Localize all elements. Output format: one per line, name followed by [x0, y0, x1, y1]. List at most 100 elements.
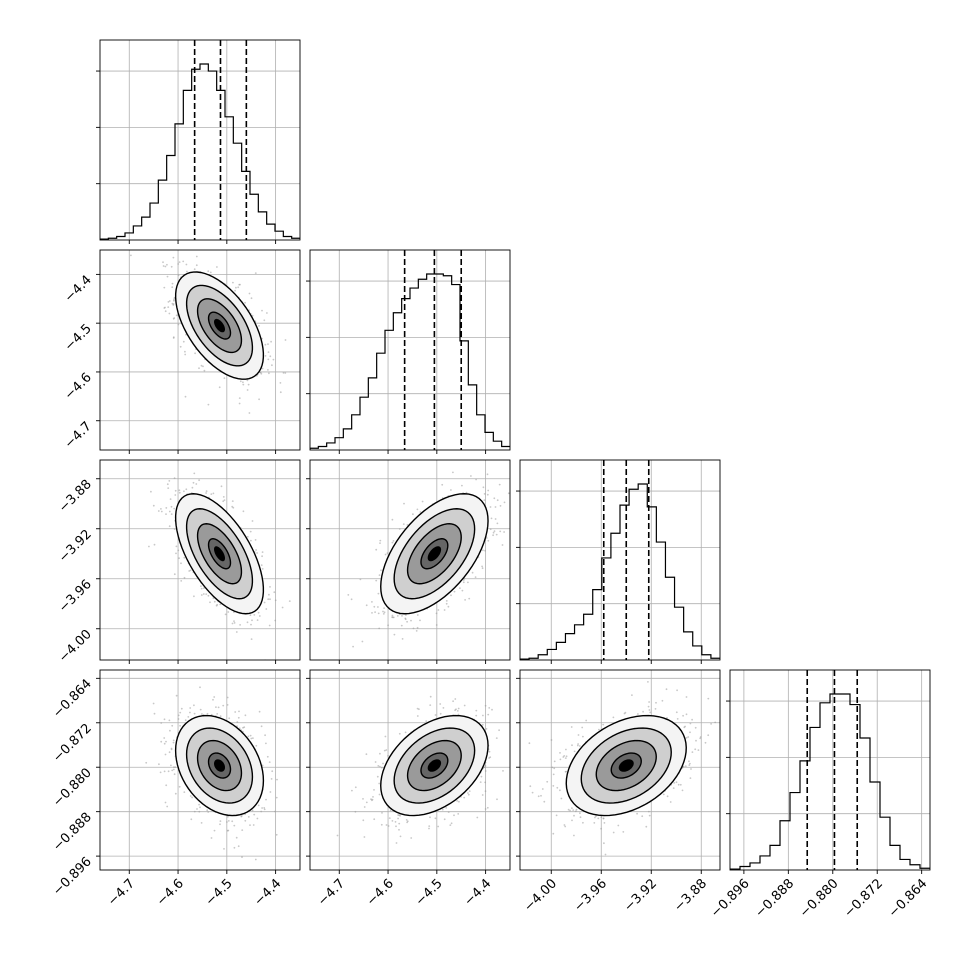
- sample-point: [419, 511, 422, 513]
- sample-point: [464, 599, 466, 601]
- sample-point: [254, 539, 257, 541]
- sample-point: [263, 808, 266, 811]
- sample-point: [690, 768, 692, 770]
- sample-point: [642, 710, 644, 713]
- sample-point: [258, 710, 261, 713]
- sample-point: [631, 694, 633, 696]
- contour-line: [196, 298, 243, 354]
- sample-point: [398, 528, 401, 530]
- sample-point: [593, 822, 596, 824]
- sample-point: [491, 708, 493, 711]
- sample-point: [163, 737, 166, 739]
- sample-point: [484, 781, 486, 784]
- sample-point: [256, 552, 258, 554]
- density-plot-area: [310, 460, 510, 660]
- sample-point: [202, 365, 204, 368]
- sample-point: [371, 798, 374, 801]
- density-core: [214, 318, 225, 333]
- sample-point: [398, 828, 400, 831]
- sample-point: [178, 785, 181, 788]
- histogram-panel-1: [306, 249, 511, 454]
- density-plot-area: [100, 250, 300, 450]
- sample-point: [401, 615, 403, 617]
- sample-point: [223, 499, 226, 501]
- sample-point: [391, 541, 394, 544]
- x-tick-label: −4.4: [462, 876, 495, 909]
- sample-point: [388, 817, 391, 819]
- sample-point: [164, 801, 167, 804]
- sample-point: [179, 711, 182, 714]
- sample-point: [683, 726, 686, 729]
- sample-point: [661, 699, 664, 702]
- x-tick-label: −4.5: [413, 876, 446, 909]
- sample-point: [182, 340, 185, 343]
- sample-point: [452, 700, 454, 703]
- y-tick-label: −4.6: [62, 370, 95, 403]
- sample-point: [694, 726, 697, 729]
- sample-point: [499, 505, 502, 507]
- density-core: [427, 759, 442, 772]
- sample-point: [168, 751, 171, 754]
- sample-point: [212, 698, 214, 701]
- sample-point: [170, 265, 173, 268]
- sample-point: [267, 343, 269, 345]
- sample-point: [170, 748, 173, 751]
- sample-point: [261, 807, 263, 809]
- sample-point: [168, 480, 171, 482]
- sample-point: [246, 379, 249, 382]
- density-plot-area: [310, 670, 517, 870]
- sample-point: [648, 814, 651, 817]
- contour-line: [420, 538, 449, 570]
- sample-point: [594, 816, 596, 819]
- sample-point: [175, 694, 178, 697]
- sample-point: [515, 726, 517, 728]
- contour-line: [380, 714, 489, 817]
- contour-line: [565, 714, 687, 817]
- sample-point: [163, 307, 166, 309]
- panel-frame: [309, 669, 511, 871]
- sample-point: [425, 720, 428, 722]
- sample-point: [572, 809, 575, 811]
- sample-point: [456, 710, 459, 712]
- sample-point: [391, 518, 394, 521]
- sample-point: [496, 499, 499, 502]
- sample-point: [248, 292, 251, 295]
- sample-point: [602, 817, 605, 820]
- sample-point: [249, 614, 252, 617]
- contour-line: [420, 752, 449, 779]
- sample-point: [216, 603, 219, 606]
- sample-point: [378, 782, 381, 785]
- sample-point: [247, 735, 250, 738]
- sample-point: [205, 490, 208, 492]
- sample-point: [648, 810, 650, 813]
- sample-point: [389, 809, 392, 812]
- y-tick-label: −0.880: [50, 765, 95, 810]
- sample-point: [175, 545, 178, 548]
- sample-point: [637, 713, 639, 715]
- sample-point: [251, 520, 254, 522]
- sample-point: [264, 734, 266, 737]
- panel-frame: [99, 249, 301, 451]
- sample-point: [406, 620, 408, 623]
- sample-point: [227, 815, 229, 818]
- sample-point: [676, 689, 678, 692]
- sample-point: [168, 312, 171, 315]
- sample-point: [173, 528, 176, 530]
- sample-point: [379, 542, 381, 544]
- sample-point: [274, 810, 276, 813]
- contour-line: [196, 739, 243, 792]
- sample-point: [148, 545, 150, 548]
- sample-point: [573, 814, 575, 817]
- sample-point: [555, 814, 558, 817]
- sample-point: [256, 619, 259, 621]
- sample-point: [552, 832, 555, 835]
- sample-point: [222, 704, 225, 707]
- sample-point: [373, 605, 376, 608]
- sample-point: [437, 609, 440, 611]
- sample-point: [260, 564, 263, 566]
- sample-point: [269, 791, 272, 793]
- sample-point: [199, 806, 201, 809]
- sample-point: [485, 537, 488, 539]
- sample-point: [242, 383, 245, 386]
- sample-point: [269, 598, 271, 601]
